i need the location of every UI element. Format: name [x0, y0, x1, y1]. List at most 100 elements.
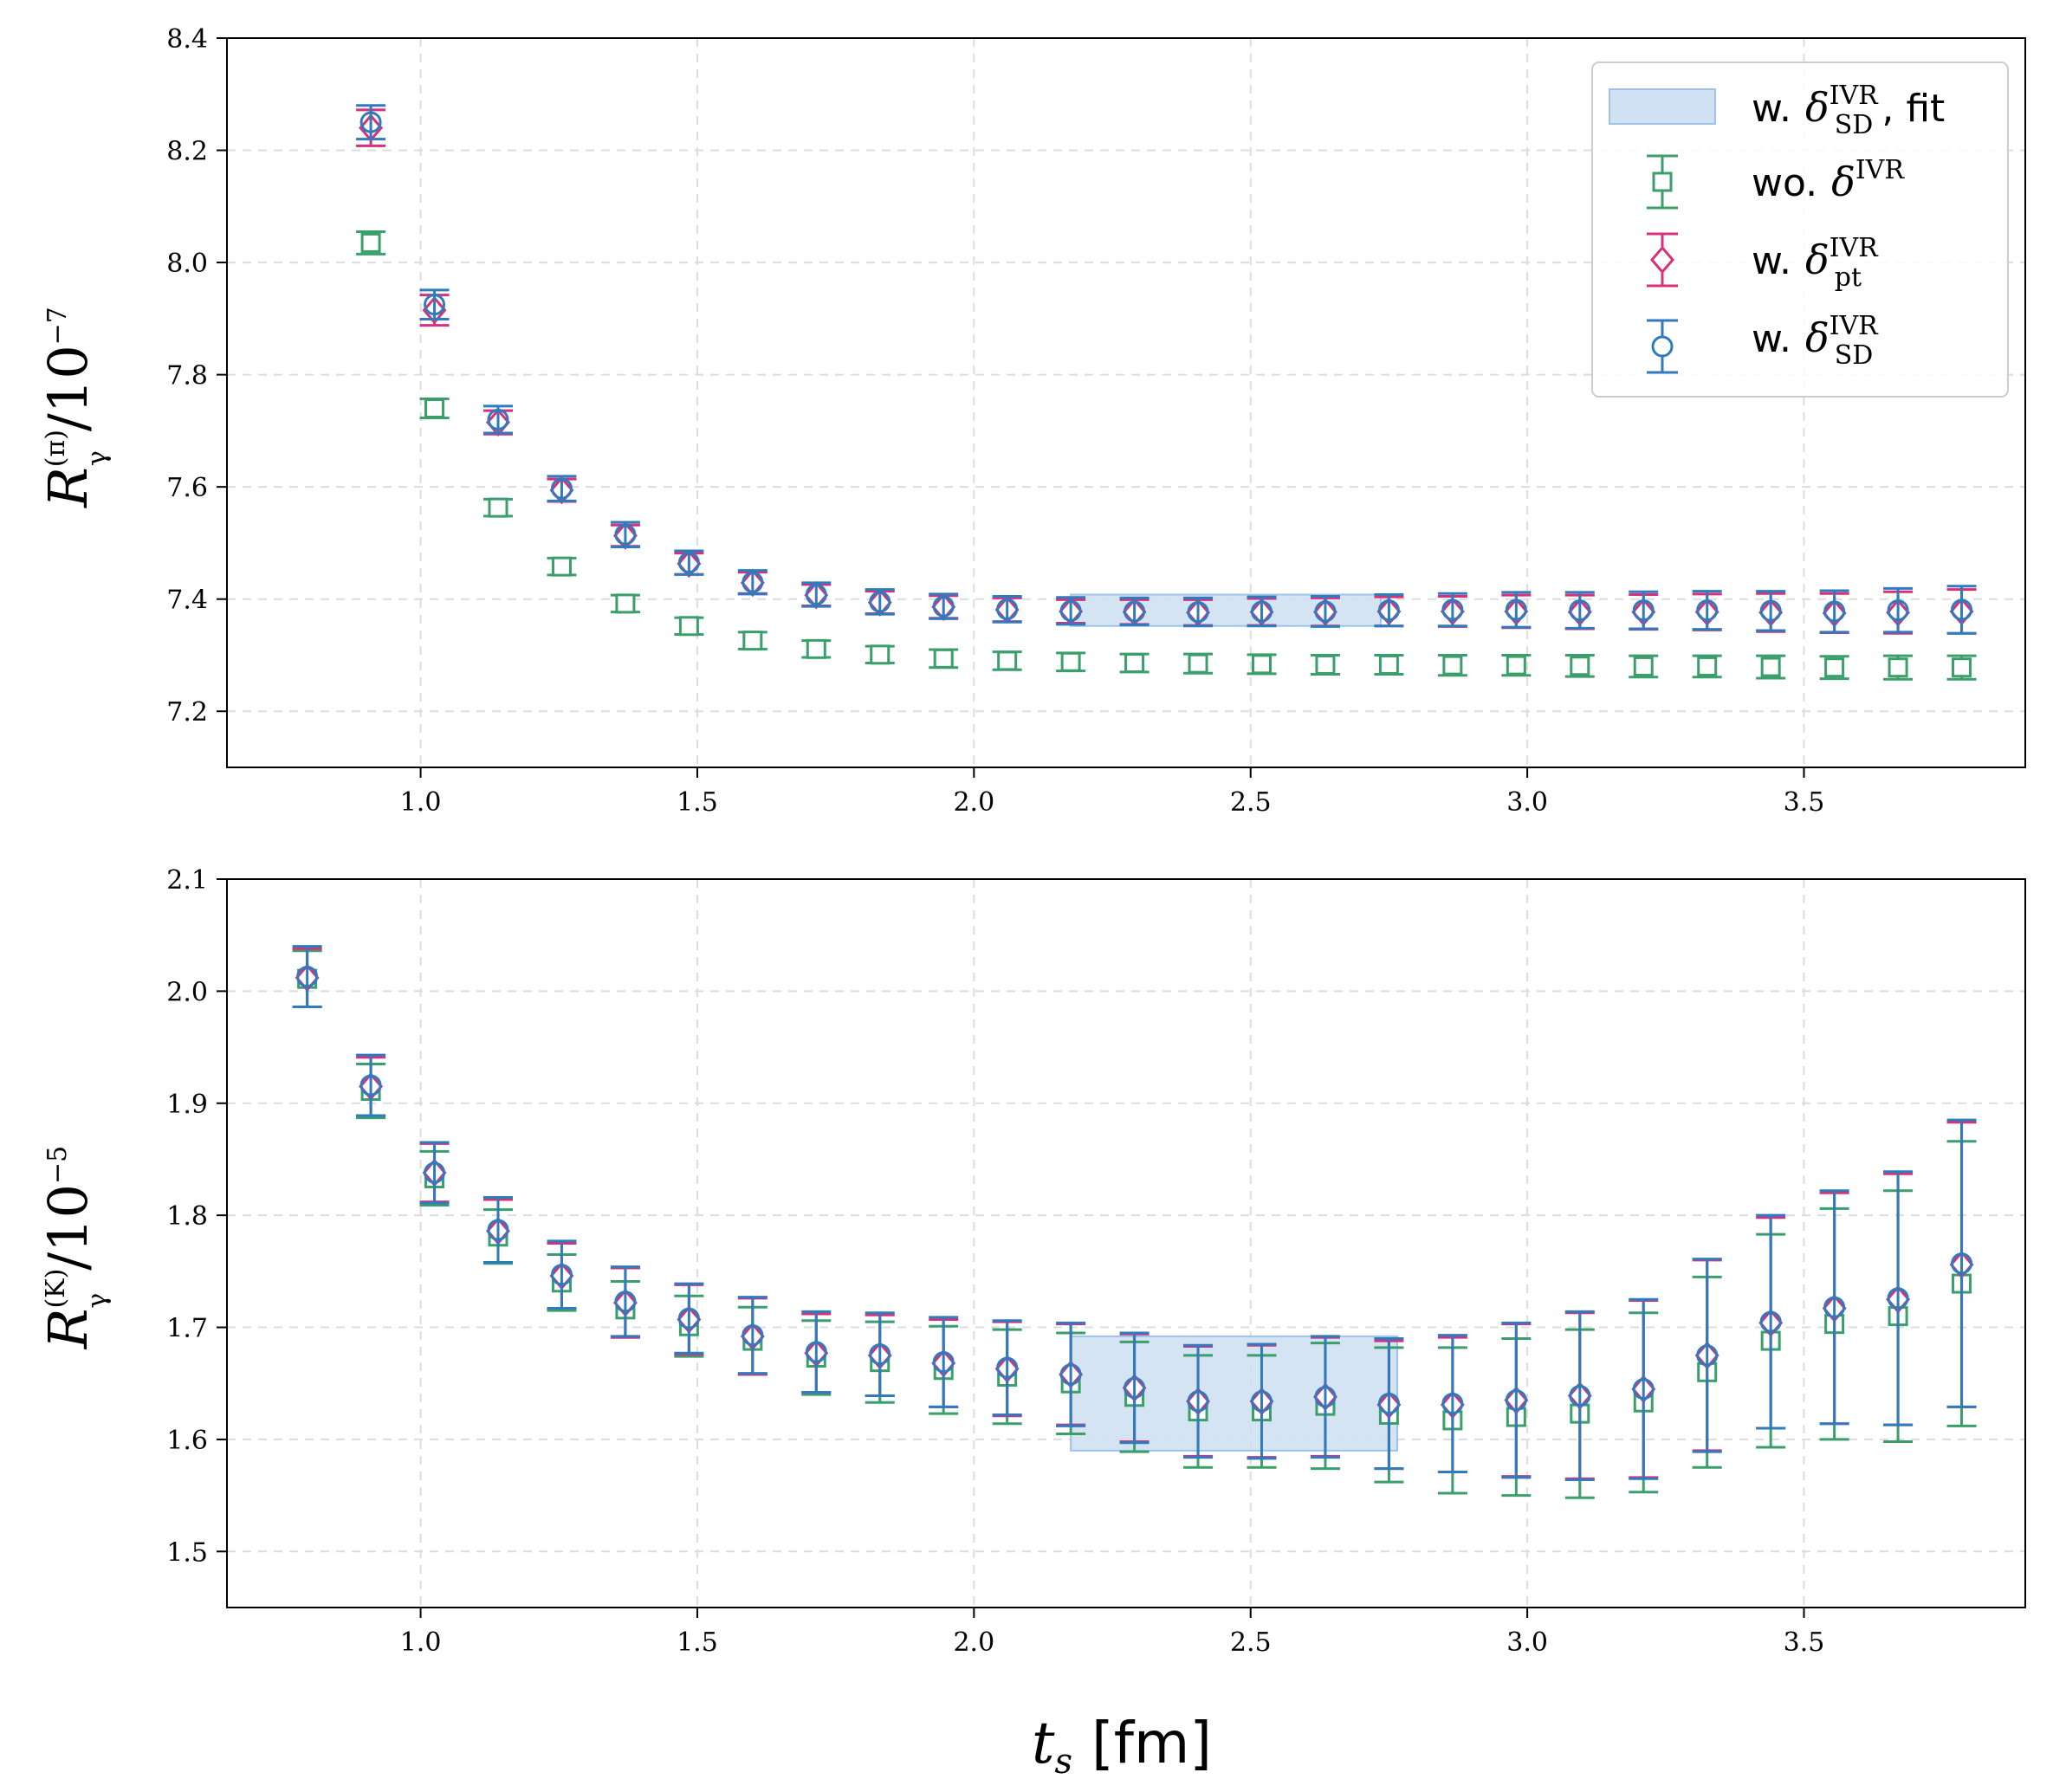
- data-point-circle: [1314, 1386, 1337, 1408]
- pion-axes-frame: [226, 37, 2026, 768]
- data-point-square: [1824, 657, 1845, 678]
- x-tick-label: 1.0: [400, 787, 442, 818]
- series-blue: [292, 945, 1977, 1482]
- data-point-square: [615, 593, 636, 614]
- y-tick-label: 7.2: [166, 697, 208, 728]
- data-point-circle: [1377, 1393, 1400, 1415]
- data-point-square: [488, 497, 508, 518]
- data-point-circle: [677, 1307, 700, 1329]
- data-point-circle: [932, 595, 955, 618]
- data-point-circle: [805, 1341, 827, 1363]
- data-point-square: [678, 616, 699, 637]
- data-point-circle: [359, 111, 382, 133]
- data-point-circle: [424, 1161, 446, 1184]
- data-point-circle: [1823, 1296, 1846, 1318]
- data-point-circle: [1505, 598, 1527, 621]
- data-point-circle: [805, 584, 827, 606]
- y-tick-label: 1.9: [166, 1090, 208, 1120]
- data-point-circle: [1187, 1390, 1209, 1413]
- y-tick-label: 1.7: [166, 1314, 208, 1344]
- data-point-square: [1251, 654, 1272, 675]
- pion-y-ticks: 7.2 7.4 7.6 7.8 8.0 8.2 8.4: [166, 24, 227, 728]
- data-point-circle: [1124, 1376, 1146, 1399]
- x-tick-label: 2.0: [953, 787, 994, 818]
- data-point-circle: [424, 294, 446, 316]
- data-point-circle: [550, 477, 573, 500]
- data-point-circle: [1887, 1287, 1909, 1310]
- legend-marker-green: [1647, 154, 1678, 210]
- data-point-square: [997, 650, 1018, 671]
- data-point-circle: [1250, 600, 1273, 623]
- pion-series: [356, 104, 1977, 681]
- pion-x-ticks: 1.0 1.5 2.0 2.5 3.0 3.5: [400, 767, 1824, 818]
- legend: w. δIVR SD, fit wo. δIVR w. δIVR pt: [1591, 61, 2009, 398]
- y-tick-label: 1.6: [166, 1426, 208, 1456]
- data-point-square: [551, 556, 572, 577]
- data-point-circle: [1314, 600, 1337, 623]
- data-point-square: [1442, 655, 1463, 676]
- y-tick-label: 2.0: [166, 977, 208, 1007]
- y-tick-label: 2.1: [166, 865, 208, 896]
- data-point-square: [1506, 655, 1526, 676]
- legend-fit-band-swatch: [1609, 88, 1716, 125]
- data-point-circle: [1759, 599, 1782, 622]
- data-point-circle: [869, 591, 891, 613]
- data-point-circle: [1759, 1310, 1782, 1333]
- x-tick-label: 3.0: [1506, 1627, 1548, 1658]
- legend-entry-wo: wo. δIVR: [1752, 155, 1905, 205]
- legend-marker-pink: [1647, 232, 1678, 288]
- data-point-circle: [1696, 599, 1719, 622]
- data-point-circle: [550, 1264, 573, 1286]
- y-tick-label: 8.4: [166, 24, 208, 55]
- data-point-circle: [614, 523, 637, 546]
- x-tick-label: 1.5: [677, 1627, 718, 1658]
- data-point-circle: [1505, 1389, 1527, 1412]
- y-tick-label: 1.5: [166, 1537, 208, 1568]
- data-point-circle: [1823, 600, 1846, 623]
- pion-panel: 1.0 1.5 2.0 2.5 3.0 3.5 7.2 7.4 7.6 7.8 8.0 8.2 8.4…: [36, 24, 2026, 818]
- data-point-square: [806, 638, 826, 659]
- y-tick-label: 7.8: [166, 361, 208, 391]
- data-point-square: [1888, 657, 1908, 678]
- kaon-x-ticks: 1.0 1.5 2.0 2.5 3.0 3.5: [400, 1608, 1824, 1658]
- series-green: [356, 230, 1977, 681]
- data-point-circle: [1441, 598, 1464, 621]
- kaon-y-ticks: 1.5 1.6 1.7 1.8 1.9 2.0 2.1: [166, 865, 227, 1568]
- x-axis-label: ts [fm]: [1032, 1710, 1212, 1782]
- data-point-circle: [742, 571, 764, 593]
- data-point-square: [1633, 656, 1654, 676]
- data-point-circle: [1124, 600, 1146, 623]
- data-point-circle: [1059, 1363, 1082, 1386]
- legend-entry-pt: w. δIVR pt: [1752, 233, 1879, 293]
- data-point-square: [1378, 654, 1399, 675]
- legend-entry-fit: w. δIVR SD, fit: [1752, 81, 1945, 140]
- legend-marker-blue: [1647, 319, 1678, 374]
- kaon-axes-frame: [226, 878, 2026, 1608]
- data-point-square: [870, 644, 890, 665]
- data-point-square: [1124, 653, 1145, 674]
- data-point-circle: [1059, 599, 1082, 622]
- data-point-circle: [1569, 1384, 1591, 1407]
- data-point-square: [1952, 657, 1972, 678]
- kaon-fit-band: [1070, 1335, 1398, 1452]
- data-point-square: [933, 648, 954, 669]
- data-point-circle: [1632, 1378, 1655, 1401]
- x-tick-label: 3.0: [1506, 787, 1548, 818]
- data-point-square: [1570, 656, 1590, 676]
- series-blue: [356, 104, 1977, 635]
- data-point-circle: [1187, 601, 1209, 624]
- legend-entry-sd: w. δIVR SD: [1752, 311, 1879, 371]
- data-point-circle: [614, 1291, 637, 1313]
- data-point-circle: [742, 1324, 764, 1347]
- data-point-circle: [296, 966, 319, 988]
- pion-y-axis-label: R(π) γ/10−7: [36, 307, 113, 508]
- data-point-circle: [1951, 1252, 1973, 1275]
- kaon-panel: 1.0 1.5 2.0 2.5 3.0 3.5 1.5 1.6 1.7 1.8 1.9 2.0 2.1…: [36, 865, 2026, 1658]
- data-point-square: [1188, 653, 1208, 674]
- x-tick-label: 1.0: [400, 1627, 442, 1658]
- data-point-circle: [932, 1351, 955, 1374]
- data-point-circle: [1569, 599, 1591, 622]
- data-point-circle: [1250, 1390, 1273, 1413]
- data-point-circle: [1377, 599, 1400, 622]
